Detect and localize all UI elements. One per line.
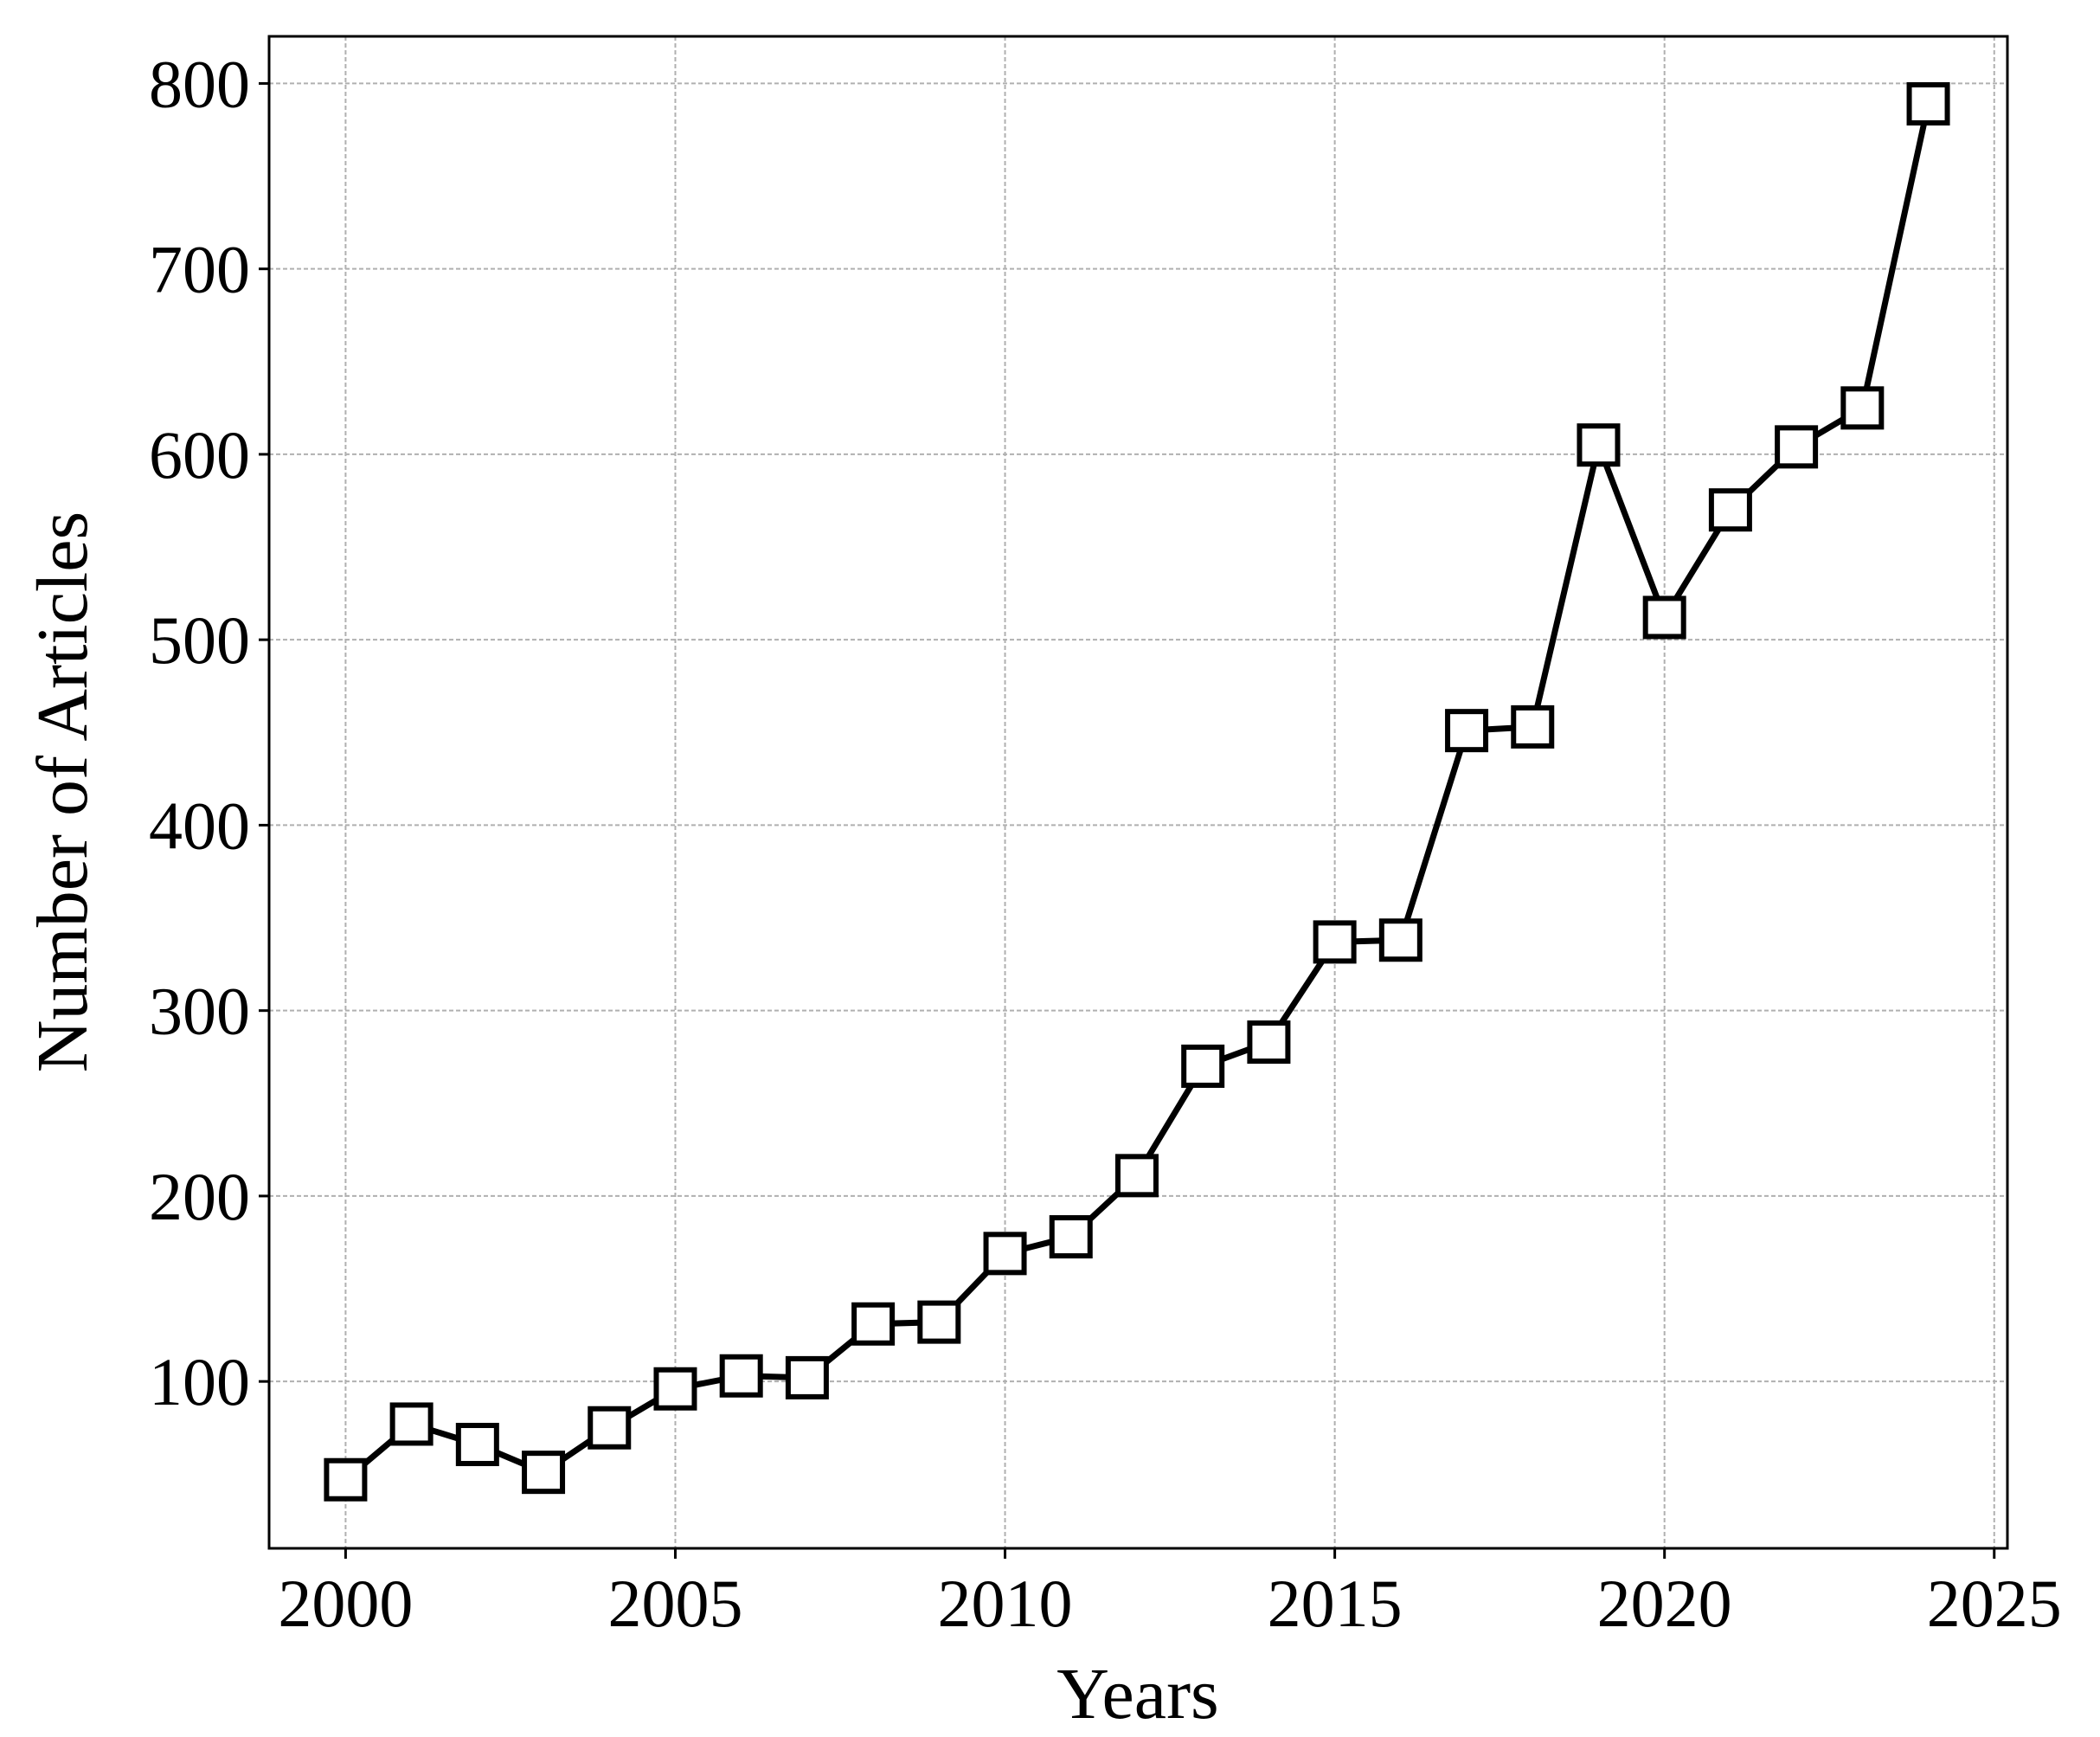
- marker: [1906, 81, 1950, 125]
- marker: [983, 1232, 1027, 1276]
- marker: [719, 1354, 763, 1398]
- marker: [1049, 1215, 1093, 1259]
- marker: [1313, 920, 1357, 964]
- marker: [1840, 386, 1885, 430]
- marker: [522, 1451, 566, 1495]
- marker: [917, 1300, 961, 1344]
- y-tick-label: 600: [149, 417, 250, 492]
- marker: [1378, 918, 1422, 962]
- marker: [455, 1423, 499, 1467]
- y-tick-label: 700: [149, 232, 250, 307]
- y-tick-label: 400: [149, 788, 250, 863]
- marker: [1114, 1154, 1159, 1198]
- y-axis-label: Number of Articles: [22, 511, 103, 1073]
- x-tick-label: 2025: [1927, 1566, 2062, 1641]
- marker: [1445, 709, 1489, 753]
- marker: [1181, 1044, 1225, 1088]
- y-tick-label: 500: [149, 602, 250, 678]
- marker: [1642, 595, 1686, 640]
- x-tick-label: 2000: [278, 1566, 413, 1641]
- marker: [389, 1402, 433, 1446]
- marker: [1247, 1020, 1291, 1065]
- marker: [588, 1406, 632, 1450]
- marker: [1511, 704, 1555, 749]
- marker: [1577, 423, 1621, 467]
- marker: [1775, 425, 1819, 469]
- marker: [653, 1367, 697, 1411]
- y-tick-label: 100: [149, 1344, 250, 1419]
- plot-frame: [267, 35, 2009, 1550]
- x-tick-label: 2015: [1268, 1566, 1403, 1641]
- marker: [1708, 488, 1752, 532]
- x-tick-label: 2010: [938, 1566, 1073, 1641]
- x-tick-label: 2005: [607, 1566, 742, 1641]
- y-tick-label: 800: [149, 46, 250, 121]
- marker: [324, 1457, 368, 1502]
- x-tick-label: 2020: [1597, 1566, 1732, 1641]
- marker: [785, 1355, 829, 1399]
- y-tick-label: 200: [149, 1159, 250, 1234]
- x-axis-label: Years: [1056, 1654, 1218, 1734]
- marker: [851, 1302, 896, 1346]
- y-tick-label: 300: [149, 974, 250, 1049]
- data-line: [344, 103, 1931, 1483]
